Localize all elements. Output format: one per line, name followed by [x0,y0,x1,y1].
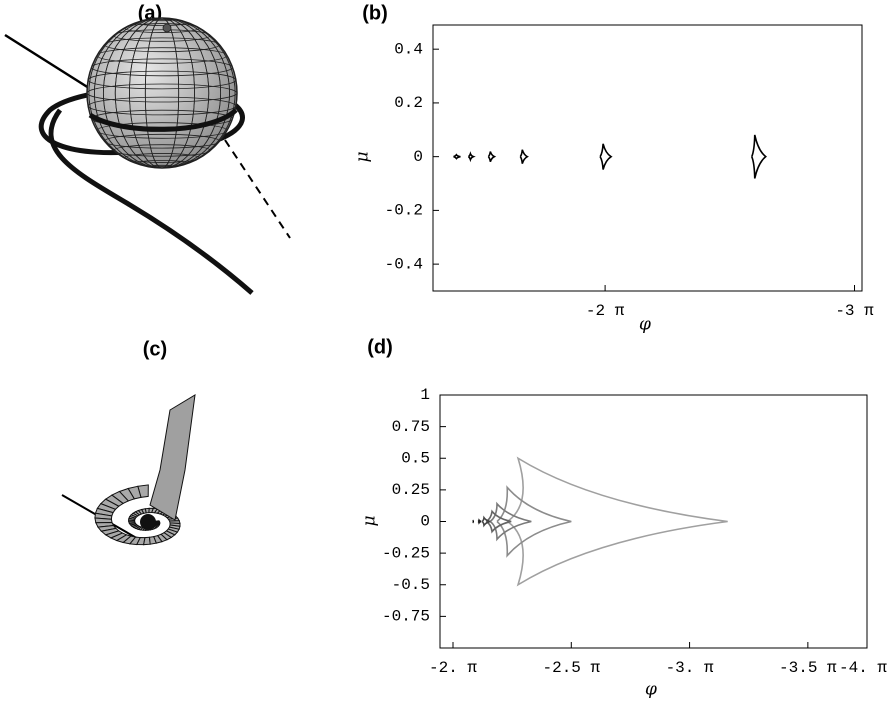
caustic-curve [506,456,728,587]
x-tick-label: -3 π [835,302,874,320]
x-tick-label: -2.5 π [542,659,600,677]
parallel [87,70,237,90]
x-axis-label: φ [639,315,651,335]
y-axis-label: μ [360,515,380,526]
parallel [91,58,233,77]
ray [4,33,101,97]
chart-title: (b) [362,2,388,24]
chart-title: (d) [367,336,393,358]
y-tick-label: 0.25 [392,481,430,499]
y-tick-label: 0.4 [394,40,423,58]
y-tick-label: 0 [420,513,430,531]
meridian [129,18,195,168]
meridian [88,18,236,168]
x-tick-label: -3.5 π [779,659,837,677]
y-tick-label: 0.75 [392,418,430,436]
caustic-curve [487,151,497,163]
pole [162,23,172,33]
caustic-curve [467,151,476,163]
plot-frame [439,394,868,649]
orbit-band [88,108,238,132]
spiral-panel [154,520,161,523]
caustic-curve [496,485,572,558]
caustic-curve [489,501,532,542]
parallel [96,122,228,139]
parallel [135,19,189,27]
plot-frame [432,24,863,292]
caustic-curve [519,149,529,164]
caustic-curve [599,143,613,170]
y-tick-label: -0.5 [392,576,430,594]
y-tick-label: 0.2 [394,94,423,112]
caustic-curve [485,509,512,534]
sphere-grid [87,18,237,168]
y-tick-label: 1 [420,386,430,404]
spiral-flap [149,394,196,521]
parallel [124,23,200,33]
meridian [102,18,222,168]
caustic-curve [751,134,768,179]
spiral-illustration [61,394,196,546]
orbit-tail [48,108,254,295]
parallel [124,153,200,163]
x-tick-label: -3. π [666,659,714,677]
spiral-core [140,514,156,530]
parallel [135,159,189,167]
parallel [148,164,176,168]
parallel [96,47,228,64]
panel-label: (c) [143,338,167,360]
y-tick-label: 0.5 [401,449,430,467]
chart: (d) 1 0.75 0.5 0.25 0 -0.25 -0.5 -0.75 -2. π -2.5 … [360,336,888,699]
spiral-panel [94,517,113,524]
caustic-curve [453,153,461,160]
x-axis-label: φ [645,680,657,700]
y-tick-label: -0.2 [385,202,423,220]
sphere-illustration [4,17,291,295]
y-tick-label: 0 [413,148,423,166]
parallel [87,96,237,116]
chart: (b) 0.4 0.2 0 -0.2 -0.4 -2 π -3 π φ μ [353,2,875,334]
y-tick-label: -0.4 [385,255,423,273]
x-tick-label: -2 π [586,302,625,320]
parallel [87,83,237,103]
meridian [94,18,230,168]
meridian [144,18,180,168]
y-tick-label: -0.25 [382,544,430,562]
meridian [114,18,210,168]
y-tick-label: -0.75 [382,608,430,626]
caustic-curve [472,519,475,524]
caustic-curve [477,518,482,525]
parallel [148,18,176,22]
caustic-curve [481,515,491,528]
y-axis-label: μ [353,151,373,162]
x-tick-label: -4. π [839,659,887,677]
ray-hidden [224,139,291,239]
x-tick-label: -2. π [429,659,477,677]
